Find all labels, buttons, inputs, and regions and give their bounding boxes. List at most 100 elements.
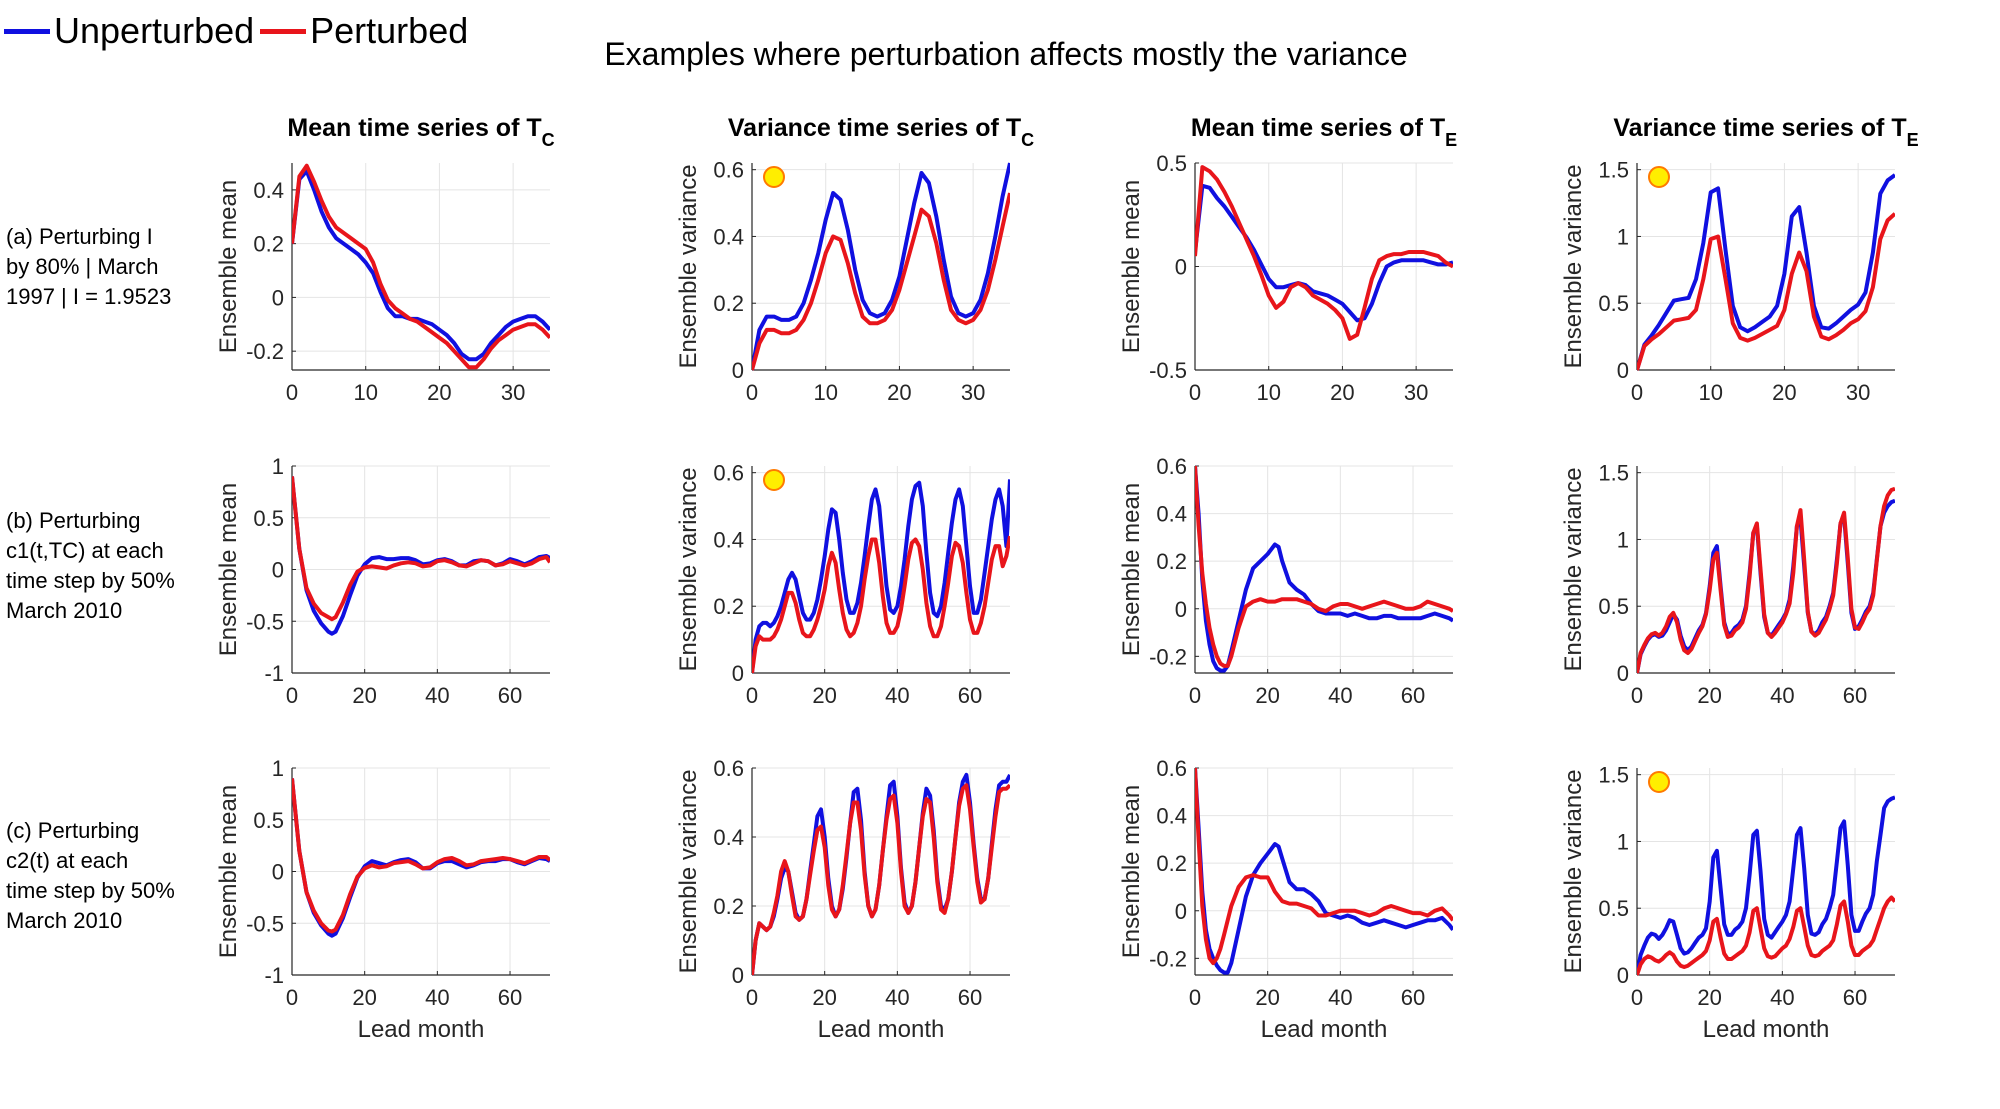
x-tick-label: 20	[812, 985, 836, 1010]
series-line-unperturbed	[1637, 795, 1895, 976]
highlight-marker-icon	[763, 469, 785, 491]
y-tick-label: -0.2	[246, 339, 284, 364]
x-tick-label: 0	[1189, 985, 1201, 1010]
y-tick-label: 0	[1617, 358, 1629, 383]
x-tick-label: 0	[746, 683, 758, 708]
x-tick-label: 40	[425, 985, 449, 1010]
column-title: Variance time series of TC	[728, 114, 1034, 150]
series-line-unperturbed	[1195, 767, 1453, 975]
x-tick-label: 0	[746, 985, 758, 1010]
x-tick-label: 20	[427, 380, 451, 405]
x-tick-label: 10	[1256, 380, 1280, 405]
column-title-text: Variance time series of T	[728, 114, 1021, 142]
series-line-perturbed	[292, 476, 550, 622]
y-tick-label: 0.4	[1156, 502, 1187, 527]
row-label-line: March 2010	[6, 598, 123, 623]
x-tick-label: 30	[961, 380, 985, 405]
highlight-marker-icon	[763, 166, 785, 188]
row-label-b: (b) Perturbing c1(t,TC) at each time ste…	[6, 506, 206, 626]
y-tick-label: 0.5	[253, 506, 284, 531]
x-tick-label: 40	[1328, 985, 1352, 1010]
x-axis-label: Lead month	[1261, 1016, 1388, 1043]
column-title-subscript: E	[1445, 130, 1457, 150]
legend-swatch-unperturbed	[4, 28, 50, 34]
chart-a4: 0 10 20 30 0 0.5 1 1.5 Ensemble variance	[1560, 158, 1895, 405]
row-label-c: (c) Perturbing c2(t) at each time step b…	[6, 816, 206, 936]
y-axis-label: Ensemble mean	[1118, 483, 1145, 656]
y-tick-label: 0.4	[1156, 804, 1187, 829]
series-line-perturbed	[752, 192, 1010, 371]
y-axis-label: Ensemble variance	[1560, 467, 1587, 671]
series-line-unperturbed	[1195, 183, 1453, 323]
chart-c2: 0 20 40 60 0 0.2 0.4 0.6 Ensemble variance Lead m…	[675, 756, 1010, 1043]
y-tick-label: 0.4	[253, 178, 284, 203]
series-line-perturbed	[1637, 895, 1895, 976]
x-tick-label: 40	[1770, 683, 1794, 708]
y-tick-label: 0	[1617, 661, 1629, 686]
x-tick-label: 30	[1404, 380, 1428, 405]
x-tick-label: 60	[498, 683, 522, 708]
y-tick-label: 1	[272, 454, 284, 479]
y-tick-label: 0.6	[713, 756, 744, 781]
legend-item-perturbed: Perturbed	[260, 10, 468, 52]
column-title-subscript: E	[1907, 130, 1919, 150]
series-line-perturbed	[292, 778, 550, 934]
y-axis-label: Ensemble mean	[1118, 785, 1145, 958]
chart-c1: 0 20 40 60 -1 -0.5 0 0.5 1 Ensemble mean Lead mont…	[215, 756, 550, 1043]
x-tick-label: 0	[746, 380, 758, 405]
y-axis-label: Ensemble variance	[675, 164, 702, 368]
y-tick-label: 0	[1175, 597, 1187, 622]
y-tick-label: -0.2	[1149, 946, 1187, 971]
y-axis-label: Ensemble variance	[1560, 164, 1587, 368]
row-label-line: time step by 50%	[6, 878, 175, 903]
column-title-subscript: C	[542, 130, 555, 150]
series-line-perturbed	[1195, 165, 1453, 341]
y-tick-label: 0	[732, 963, 744, 988]
y-tick-label: 0.4	[713, 224, 744, 249]
plot-area	[752, 163, 1010, 370]
chart-c4: 0 20 40 60 0 0.5 1 1.5 Ensemble variance Lead mon…	[1560, 763, 1895, 1043]
x-tick-label: 20	[1772, 380, 1796, 405]
chart-b1: 0 20 40 60 -1 -0.5 0 0.5 1 Ensemble mean	[215, 454, 550, 708]
y-tick-label: 0.5	[253, 808, 284, 833]
highlight-marker-icon	[1648, 166, 1670, 188]
y-tick-label: 0.6	[1156, 454, 1187, 479]
y-tick-label: -1	[264, 963, 284, 988]
x-tick-label: 40	[1770, 985, 1794, 1010]
y-tick-label: 0.2	[1156, 549, 1187, 574]
x-tick-label: 60	[1401, 985, 1425, 1010]
x-tick-label: 10	[1698, 380, 1722, 405]
x-tick-label: 60	[958, 683, 982, 708]
y-tick-label: 0.4	[713, 825, 744, 850]
x-tick-label: 10	[813, 380, 837, 405]
plot-area	[1637, 768, 1895, 975]
column-title-text: Mean time series of T	[287, 114, 541, 142]
y-tick-label: 0	[1175, 255, 1187, 280]
y-axis-label: Ensemble variance	[675, 769, 702, 973]
y-tick-label: -0.5	[246, 911, 284, 936]
chart-b4: 0 20 40 60 0 0.5 1 1.5 Ensemble variance	[1560, 461, 1895, 708]
row-label-line: time step by 50%	[6, 568, 175, 593]
x-axis-label: Lead month	[818, 1016, 945, 1043]
y-axis-label: Ensemble mean	[1118, 180, 1145, 353]
y-tick-label: 0.5	[1598, 896, 1629, 921]
row-label-line: c1(t,TC) at each	[6, 538, 164, 563]
row-label-line: (b) Perturbing	[6, 508, 141, 533]
y-tick-label: 0	[732, 358, 744, 383]
x-tick-label: 20	[352, 985, 376, 1010]
y-tick-label: 1	[1617, 829, 1629, 854]
column-title: Variance time series of TE	[1613, 114, 1918, 150]
x-tick-label: 40	[885, 683, 909, 708]
y-axis-label: Ensemble variance	[1560, 769, 1587, 973]
x-tick-label: 20	[352, 683, 376, 708]
x-tick-label: 0	[286, 683, 298, 708]
y-tick-label: 0.2	[253, 232, 284, 257]
y-tick-label: 0	[272, 285, 284, 310]
x-tick-label: 20	[1255, 985, 1279, 1010]
y-axis-label: Ensemble variance	[675, 467, 702, 671]
column-title-subscript: C	[1021, 130, 1034, 150]
series-line-unperturbed	[752, 162, 1010, 371]
column-title-text: Variance time series of T	[1613, 114, 1906, 142]
